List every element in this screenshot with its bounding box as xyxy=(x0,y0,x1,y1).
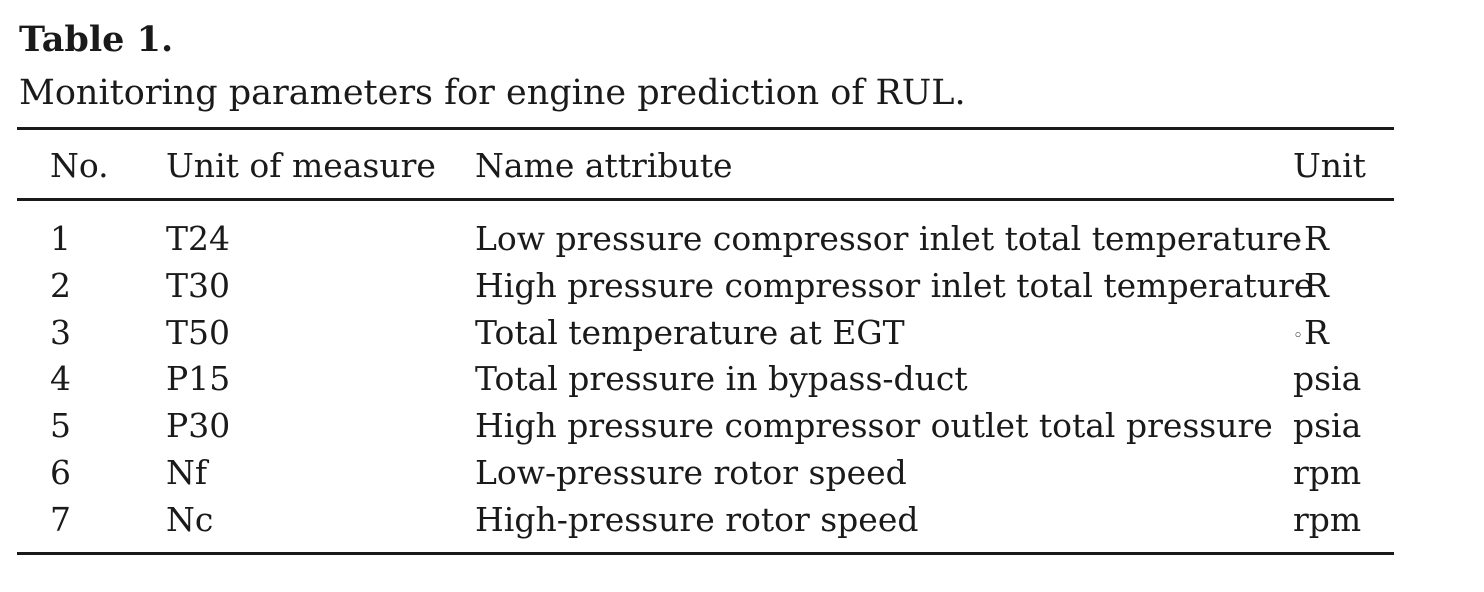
column-header-unit: Unit xyxy=(1293,146,1366,185)
cell-no: 4 xyxy=(50,359,71,398)
cell-unit: ◦R xyxy=(1293,313,1329,356)
cell-unit-of-measure: T24 xyxy=(166,219,231,258)
column-header-unit-of-measure: Unit of measure xyxy=(166,146,436,185)
cell-no: 7 xyxy=(50,500,71,539)
column-header-no: No. xyxy=(50,146,109,185)
cell-name-attribute: Low-pressure rotor speed xyxy=(475,453,907,492)
cell-unit-of-measure: Nf xyxy=(166,453,208,492)
cell-unit: ◦R xyxy=(1293,219,1329,262)
unit-symbol: R xyxy=(1304,266,1329,305)
cell-no: 1 xyxy=(50,219,71,258)
degree-mark: ◦ xyxy=(1293,326,1304,346)
cell-no: 5 xyxy=(50,406,71,445)
degree-mark: ◦ xyxy=(1293,232,1304,252)
degree-mark: ◦ xyxy=(1293,279,1304,299)
table-top-rule xyxy=(17,127,1394,130)
cell-name-attribute: High pressure compressor outlet total pr… xyxy=(475,406,1273,445)
table-bottom-rule xyxy=(17,552,1394,555)
cell-no: 3 xyxy=(50,313,71,352)
column-header-name-attribute: Name attribute xyxy=(475,146,733,185)
table-header-rule xyxy=(17,198,1394,201)
cell-no: 2 xyxy=(50,266,71,305)
cell-name-attribute: High-pressure rotor speed xyxy=(475,500,919,539)
cell-name-attribute: Total pressure in bypass-duct xyxy=(475,359,968,398)
cell-unit-of-measure: Nc xyxy=(166,500,214,539)
table-caption-text: Monitoring parameters for engine predict… xyxy=(19,73,966,113)
cell-unit: rpm xyxy=(1293,500,1362,539)
cell-unit-of-measure: P15 xyxy=(166,359,231,398)
unit-symbol: R xyxy=(1304,313,1329,352)
table-caption-label: Table 1. xyxy=(19,19,174,60)
cell-unit: ◦R xyxy=(1293,266,1329,309)
cell-name-attribute: Total temperature at EGT xyxy=(475,313,905,352)
cell-name-attribute: High pressure compressor inlet total tem… xyxy=(475,266,1314,305)
cell-unit: psia xyxy=(1293,406,1362,445)
unit-symbol: R xyxy=(1304,219,1329,258)
cell-no: 6 xyxy=(50,453,71,492)
cell-unit: rpm xyxy=(1293,453,1362,492)
cell-unit-of-measure: T50 xyxy=(166,313,231,352)
cell-name-attribute: Low pressure compressor inlet total temp… xyxy=(475,219,1302,258)
cell-unit-of-measure: P30 xyxy=(166,406,231,445)
cell-unit: psia xyxy=(1293,359,1362,398)
cell-unit-of-measure: T30 xyxy=(166,266,231,305)
